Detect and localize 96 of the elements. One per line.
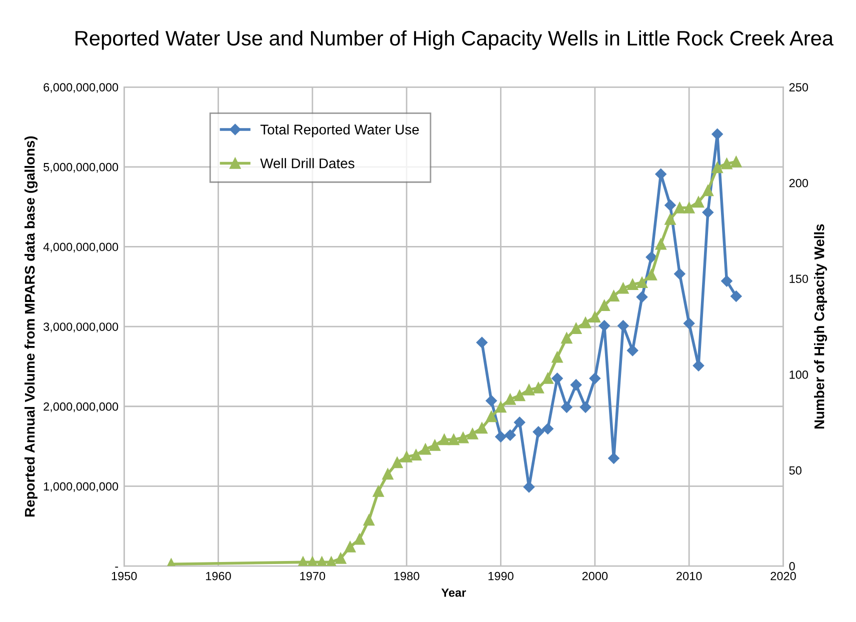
y2-tick-label: 0: [789, 562, 795, 570]
point: [570, 379, 582, 390]
legend-label: Total Reported Water Use: [260, 124, 419, 138]
y2-axis-title: Number of High Capacity Wells: [814, 224, 828, 429]
y-tick-label: -: [115, 566, 118, 568]
point: [664, 200, 676, 211]
y-axis-title: Reported Annual Volume from MPARS data base (gallons): [24, 136, 38, 516]
point: [598, 300, 610, 312]
point: [627, 278, 638, 290]
point: [363, 514, 374, 526]
point: [664, 214, 676, 225]
point: [476, 422, 488, 434]
point: [580, 317, 592, 328]
y2-tick-label: 50: [789, 466, 802, 475]
y-tick-label: 1,000,000,000: [44, 482, 118, 492]
point: [712, 128, 723, 140]
point: [486, 411, 497, 422]
point: [448, 434, 460, 446]
point: [344, 541, 356, 552]
point: [354, 534, 366, 545]
point: [438, 434, 450, 446]
point: [730, 290, 742, 302]
point: [514, 416, 526, 428]
point: [532, 426, 544, 438]
point: [674, 202, 686, 214]
y2-tick-label: 200: [789, 178, 808, 188]
point: [561, 332, 572, 344]
point: [636, 291, 648, 303]
point: [392, 457, 403, 468]
point: [335, 552, 346, 564]
y-tick-label: 2,000,000,000: [44, 402, 118, 412]
point: [382, 468, 394, 480]
point: [730, 156, 742, 168]
point: [636, 276, 648, 288]
point: [655, 238, 666, 250]
point: [608, 452, 620, 464]
x-tick-label: 1990: [488, 572, 514, 580]
point: [655, 168, 666, 180]
point: [721, 158, 732, 170]
point: [721, 275, 732, 287]
point: [458, 432, 469, 444]
x-tick-label: 1950: [112, 572, 137, 580]
y-tick-label: 4,000,000,000: [43, 242, 118, 253]
y-tick-label: 3,000,000,000: [44, 322, 118, 332]
x-tick-label: 2000: [582, 572, 608, 580]
x-axis-title: Year: [441, 588, 466, 597]
point: [684, 202, 695, 214]
point: [618, 320, 629, 332]
point: [401, 451, 412, 462]
x-tick-label: 1970: [300, 572, 326, 580]
x-tick-label: 2010: [676, 572, 702, 580]
point: [683, 318, 695, 329]
point: [372, 486, 384, 497]
point: [466, 428, 478, 440]
point: [646, 252, 658, 263]
point: [580, 402, 592, 413]
point: [495, 431, 506, 442]
y-tick-label: 6,000,000,000: [44, 83, 118, 93]
point: [561, 402, 572, 413]
x-tick-label: 1980: [394, 572, 420, 580]
point: [514, 390, 526, 402]
point: [674, 268, 686, 280]
x-tick-label: 1960: [206, 572, 231, 580]
point: [712, 162, 723, 174]
point: [476, 336, 488, 348]
point: [589, 372, 601, 384]
point: [589, 311, 600, 323]
point: [692, 196, 704, 208]
point: [542, 423, 554, 434]
point: [542, 372, 554, 384]
y-tick-label: 5,000,000,000: [44, 162, 118, 173]
point: [598, 320, 610, 332]
point: [495, 401, 506, 413]
point: [420, 444, 431, 455]
point: [626, 344, 638, 356]
point: [702, 206, 714, 218]
x-tick-label: 2020: [770, 572, 796, 580]
point: [486, 395, 497, 406]
y2-tick-label: 100: [790, 370, 808, 379]
point: [410, 449, 422, 460]
point: [429, 440, 440, 451]
legend-label: Well Drill Dates: [260, 158, 354, 168]
chart-title: Reported Water Use and Number of High Capacity Wells in Little Rock Creek Area: [76, 30, 834, 50]
point: [504, 394, 516, 405]
point: [608, 290, 620, 302]
y2-tick-label: 150: [790, 274, 808, 284]
y2-tick-label: 250: [789, 83, 808, 92]
point: [552, 352, 563, 363]
point: [570, 322, 582, 334]
point: [523, 384, 535, 396]
point: [504, 430, 516, 441]
point: [702, 184, 714, 196]
point: [532, 382, 544, 394]
point: [618, 282, 629, 294]
point: [646, 269, 657, 280]
point: [692, 360, 704, 372]
